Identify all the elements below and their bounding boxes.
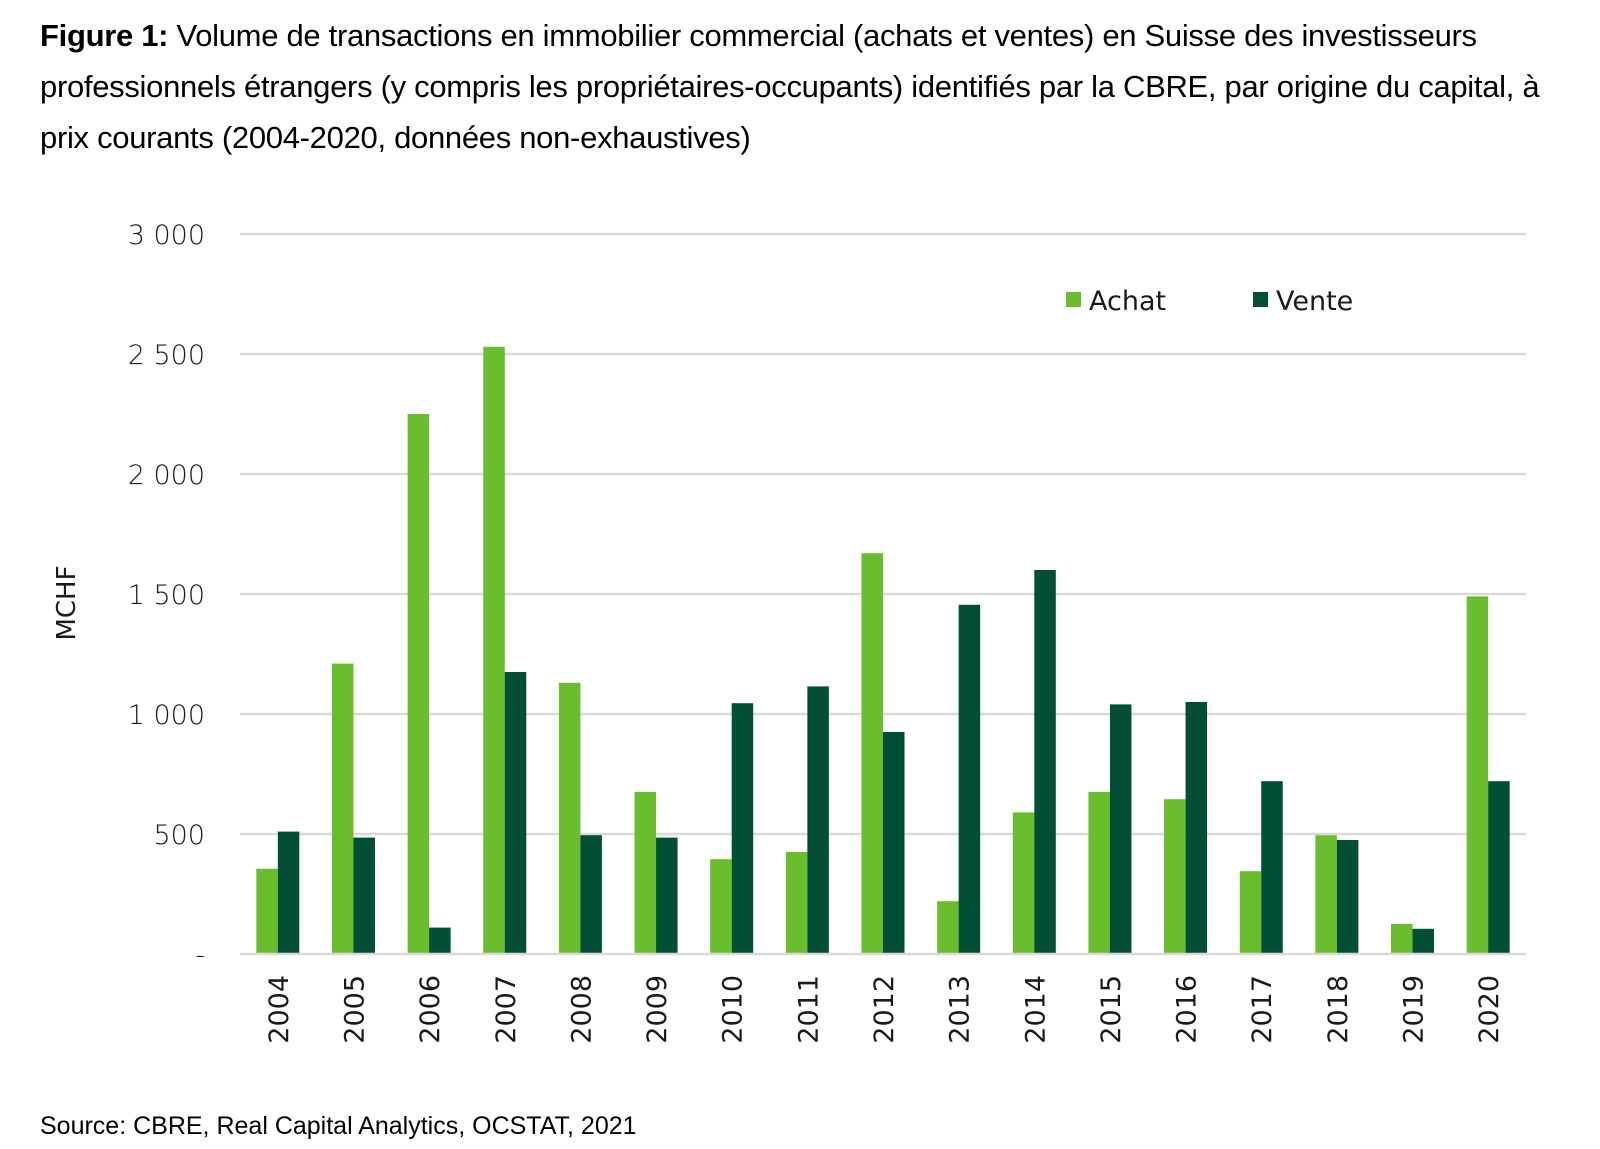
legend-swatch-achat [1066,292,1081,307]
bar-vente-2017 [1261,781,1283,954]
bar-vente-2004 [277,831,300,954]
x-tick-label: 2014 [1020,975,1051,1044]
bar-achat-2013 [937,901,959,954]
x-tick-label: 2006 [415,975,446,1044]
legend-label-vente: Vente [1276,286,1353,317]
bar-vente-2005 [353,837,375,954]
x-tick-label: 2005 [339,975,370,1044]
bar-vente-2008 [580,835,602,954]
x-axis-tick-labels: 2004 2005 2006 2007 2008 2009 2010 2011 2012 2013… [264,975,1505,1044]
bar-achat-2006 [407,414,430,954]
bar-vente-2014 [1034,570,1056,954]
bar-achat-2016 [1164,799,1186,954]
x-tick-label: 2016 [1172,975,1203,1044]
bar-achat-2004 [256,868,278,954]
y-tick-label: 2 000 [128,460,205,491]
x-tick-label: 2007 [491,975,522,1044]
bar-achat-2009 [634,792,657,954]
y-tick-label: 500 [153,820,205,851]
y-tick-label: 2 500 [128,340,205,371]
bar-vente-2010 [731,703,754,954]
x-tick-label: 2008 [566,975,597,1044]
y-axis-title: MCHF [52,565,82,640]
figure-caption-text: Volume de transactions en immobilier com… [40,18,1540,155]
legend: Achat Vente [1066,286,1353,317]
bar-vente-2013 [958,604,981,954]
bar-achat-2011 [785,852,808,954]
figure-label: Figure 1: [40,18,169,53]
bar-vente-2016 [1185,702,1208,954]
x-tick-label: 2013 [945,975,976,1044]
bar-achat-2017 [1239,871,1262,954]
bars [256,346,1510,954]
y-axis-tick-labels: - 500 1 000 1 500 2 000 2 500 3 000 [128,220,205,971]
bar-vente-2018 [1336,840,1359,954]
x-tick-label: 2019 [1399,975,1430,1044]
y-tick-label: 1 500 [128,580,205,611]
x-tick-label: 2020 [1474,975,1505,1044]
x-tick-label: 2011 [793,975,824,1044]
x-tick-label: 2004 [264,975,295,1044]
bar-vente-2007 [504,672,527,954]
legend-label-achat: Achat [1089,286,1166,317]
figure-caption: Figure 1: Volume de transactions en immo… [40,10,1580,163]
bar-achat-2014 [1012,812,1035,954]
bar-achat-2012 [861,553,883,954]
bar-vente-2012 [883,732,905,954]
x-tick-label: 2009 [642,975,673,1044]
bar-achat-2007 [483,346,505,954]
bar-achat-2005 [331,663,354,954]
bar-vente-2009 [656,837,678,954]
bar-achat-2020 [1466,596,1489,954]
bar-vente-2019 [1412,928,1435,954]
x-tick-label: 2018 [1323,975,1354,1044]
bar-vente-2015 [1109,704,1132,954]
bar-vente-2020 [1488,781,1510,954]
bar-vente-2011 [807,686,829,954]
bar-achat-2010 [710,859,732,954]
source-note: Source: CBRE, Real Capital Analytics, OC… [40,1112,637,1140]
y-tick-label: - [195,940,205,971]
x-tick-label: 2015 [1096,975,1127,1044]
x-tick-label: 2017 [1247,975,1278,1044]
bar-achat-2008 [558,682,581,954]
x-tick-label: 2010 [718,975,749,1044]
bar-achat-2018 [1315,835,1337,954]
bar-achat-2015 [1088,792,1110,954]
bar-achat-2019 [1391,924,1413,954]
y-tick-label: 1 000 [128,700,205,731]
y-tick-label: 3 000 [128,220,205,251]
bar-vente-2006 [429,927,451,954]
legend-swatch-vente [1253,292,1268,307]
x-tick-label: 2012 [869,975,900,1044]
